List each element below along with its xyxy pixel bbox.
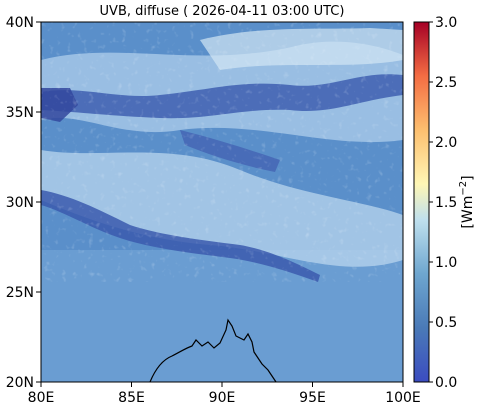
colorbar-tick-label: 1.5: [435, 195, 457, 211]
x-tick-label: 85E: [118, 390, 145, 406]
colorbar-tick-label: 0.0: [435, 375, 457, 391]
x-tick-label: 95E: [299, 390, 326, 406]
colorbar-tick-label: 0.5: [435, 315, 457, 331]
cloud-texture: [41, 22, 403, 282]
colorbar: 3.0 2.5 2.0 1.5 1.0 0.5 0.0 [Wm−2]: [413, 15, 476, 391]
x-tick-label: 80E: [28, 390, 55, 406]
x-tick-label: 90E: [209, 390, 236, 406]
colorbar-tick-label: 2.5: [435, 75, 457, 91]
y-tick-label: 30N: [6, 195, 34, 211]
colorbar-tick-label: 3.0: [435, 15, 457, 31]
x-axis: 80E 85E 90E 95E 100E: [28, 382, 421, 406]
y-tick-label: 35N: [6, 105, 34, 121]
y-tick-label: 40N: [6, 15, 34, 31]
colorbar-tick-label: 2.0: [435, 135, 457, 151]
colorbar-label: [Wm−2]: [458, 175, 476, 228]
x-tick-label: 100E: [385, 390, 421, 406]
colorbar-tick-label: 1.0: [435, 255, 457, 271]
y-tick-label: 20N: [6, 375, 34, 391]
colorbar-gradient: [413, 21, 430, 383]
map-title: UVB, diffuse ( 2026-04-11 03:00 UTC): [100, 4, 345, 19]
y-axis: 40N 35N 30N 25N 20N: [6, 15, 41, 391]
map-area: [41, 22, 403, 382]
coastline: [149, 318, 277, 382]
y-tick-label: 25N: [6, 285, 34, 301]
